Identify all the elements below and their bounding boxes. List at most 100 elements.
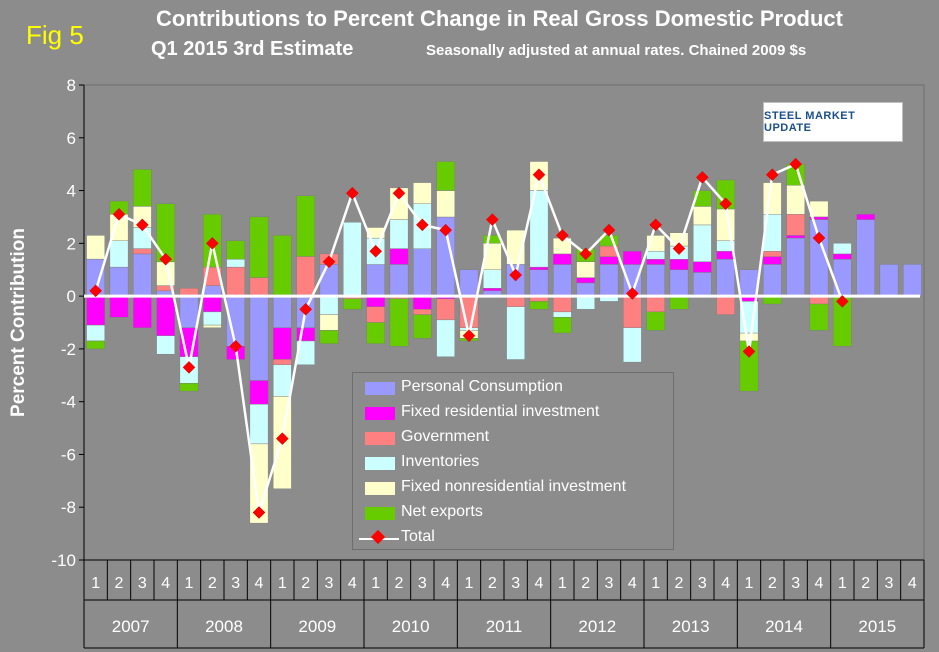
bar-government [553,295,572,313]
bar-fixed-residential-investment [786,235,805,239]
legend-label: Fixed nonresidential investment [401,478,627,495]
bar-fixed-residential-investment [716,251,735,260]
bar-personal-consumption [202,285,222,297]
bar-fixed-nonresidential-investment [86,235,105,260]
x-tick-label-quarter: 1 [465,575,474,592]
legend-item-fixed-residential: Fixed residential investment [353,401,673,426]
x-tick-label-quarter: 2 [675,575,684,592]
x-tick-label-quarter: 2 [115,575,124,592]
bar-fixed-residential-investment [763,256,782,265]
bar-layer [86,161,922,524]
bar-net-exports [553,317,572,334]
bar-fixed-nonresidential-investment [576,261,595,278]
y-tick-label: -4 [61,393,76,412]
bar-net-exports [343,298,362,310]
bar-government [786,214,805,236]
bar-personal-consumption [879,264,899,297]
bar-net-exports [273,235,292,297]
bar-inventories [319,295,339,315]
y-tick-label: -2 [61,340,76,359]
x-tick-label-quarter: 1 [745,575,754,592]
x-tick-label-quarter: 4 [161,575,170,592]
x-tick-label-quarter: 3 [885,575,894,592]
bar-fixed-nonresidential-investment [716,208,735,241]
x-tick-label-quarter: 4 [441,575,450,592]
bar-government [716,295,735,315]
bar-fixed-nonresidential-investment [739,332,759,342]
bar-net-exports [366,322,386,344]
total-point [532,168,546,182]
bar-government [226,266,246,297]
bar-net-exports [249,216,269,278]
bar-personal-consumption [763,264,782,297]
legend-swatch [365,407,395,420]
bar-fixed-residential-investment [413,295,432,310]
bar-inventories [483,269,502,289]
x-tick-label-quarter: 4 [535,575,544,592]
bar-net-exports [809,303,829,331]
x-tick-label-quarter: 2 [861,575,870,592]
x-tick-label-year: 2011 [486,617,523,636]
bar-personal-consumption [273,295,292,329]
legend-label: Personal Consumption [401,378,563,395]
bar-fixed-nonresidential-investment [436,190,456,218]
x-tick-label-year: 2010 [392,617,430,636]
x-tick-label-quarter: 4 [628,575,637,592]
total-point [275,432,289,445]
total-point [112,207,126,221]
bar-net-exports [413,314,432,339]
chart-subtitle: Seasonally adjusted at annual rates. Cha… [426,42,807,59]
x-tick-label-quarter: 3 [325,575,334,592]
total-point [625,287,639,300]
y-tick-label: 8 [67,76,76,95]
total-point [439,223,453,237]
y-tick-label: -10 [51,551,76,570]
x-tick-label-quarter: 3 [511,575,520,592]
total-point [415,218,429,232]
bar-government [249,277,269,297]
legend-swatch [365,482,395,495]
x-tick-label-quarter: 3 [418,575,427,592]
bar-fixed-residential-investment [109,295,129,318]
steel-market-update-logo: STEEL MARKET UPDATE [763,102,903,142]
bar-fixed-nonresidential-investment [202,324,222,328]
bar-personal-consumption [109,266,129,297]
x-tick-label-quarter: 4 [255,575,264,592]
bar-inventories [623,327,642,363]
bar-fixed-residential-investment [132,295,152,329]
x-tick-label-quarter: 3 [231,575,240,592]
total-point [345,186,359,200]
x-tick-label-year: 2014 [765,617,803,636]
bar-net-exports [646,311,665,331]
legend-item-government: Government [353,426,673,451]
legend-swatch [365,382,395,395]
total-point [369,244,383,258]
bar-government [413,309,432,315]
legend-item-fixed-nonresidential: Fixed nonresidential investment [353,476,673,501]
bar-personal-consumption [833,259,852,297]
bar-fixed-residential-investment [553,253,572,265]
legend-swatch [365,457,395,470]
x-tick-label-quarter: 3 [698,575,707,592]
figure-label: Fig 5 [26,20,84,50]
x-tick-label-year: 2013 [672,617,710,636]
x-tick-label-quarter: 2 [395,575,404,592]
total-point [555,229,569,242]
total-point [765,168,779,182]
bar-personal-consumption [786,237,805,297]
bar-fixed-residential-investment [529,266,549,270]
bar-inventories [86,324,105,342]
x-tick-label-quarter: 1 [651,575,660,592]
x-tick-label-quarter: 4 [908,575,917,592]
bar-fixed-residential-investment [483,288,502,292]
x-tick-label-quarter: 4 [721,575,730,592]
total-point [602,223,616,237]
total-point [485,213,499,226]
total-point [159,252,173,266]
chart-title-line2: Q1 2015 3rd Estimate [151,38,354,60]
total-point [322,255,336,269]
bar-government [273,359,292,365]
total-point [229,339,243,353]
bar-fixed-residential-investment [273,327,292,360]
bar-fixed-residential-investment [366,295,386,307]
